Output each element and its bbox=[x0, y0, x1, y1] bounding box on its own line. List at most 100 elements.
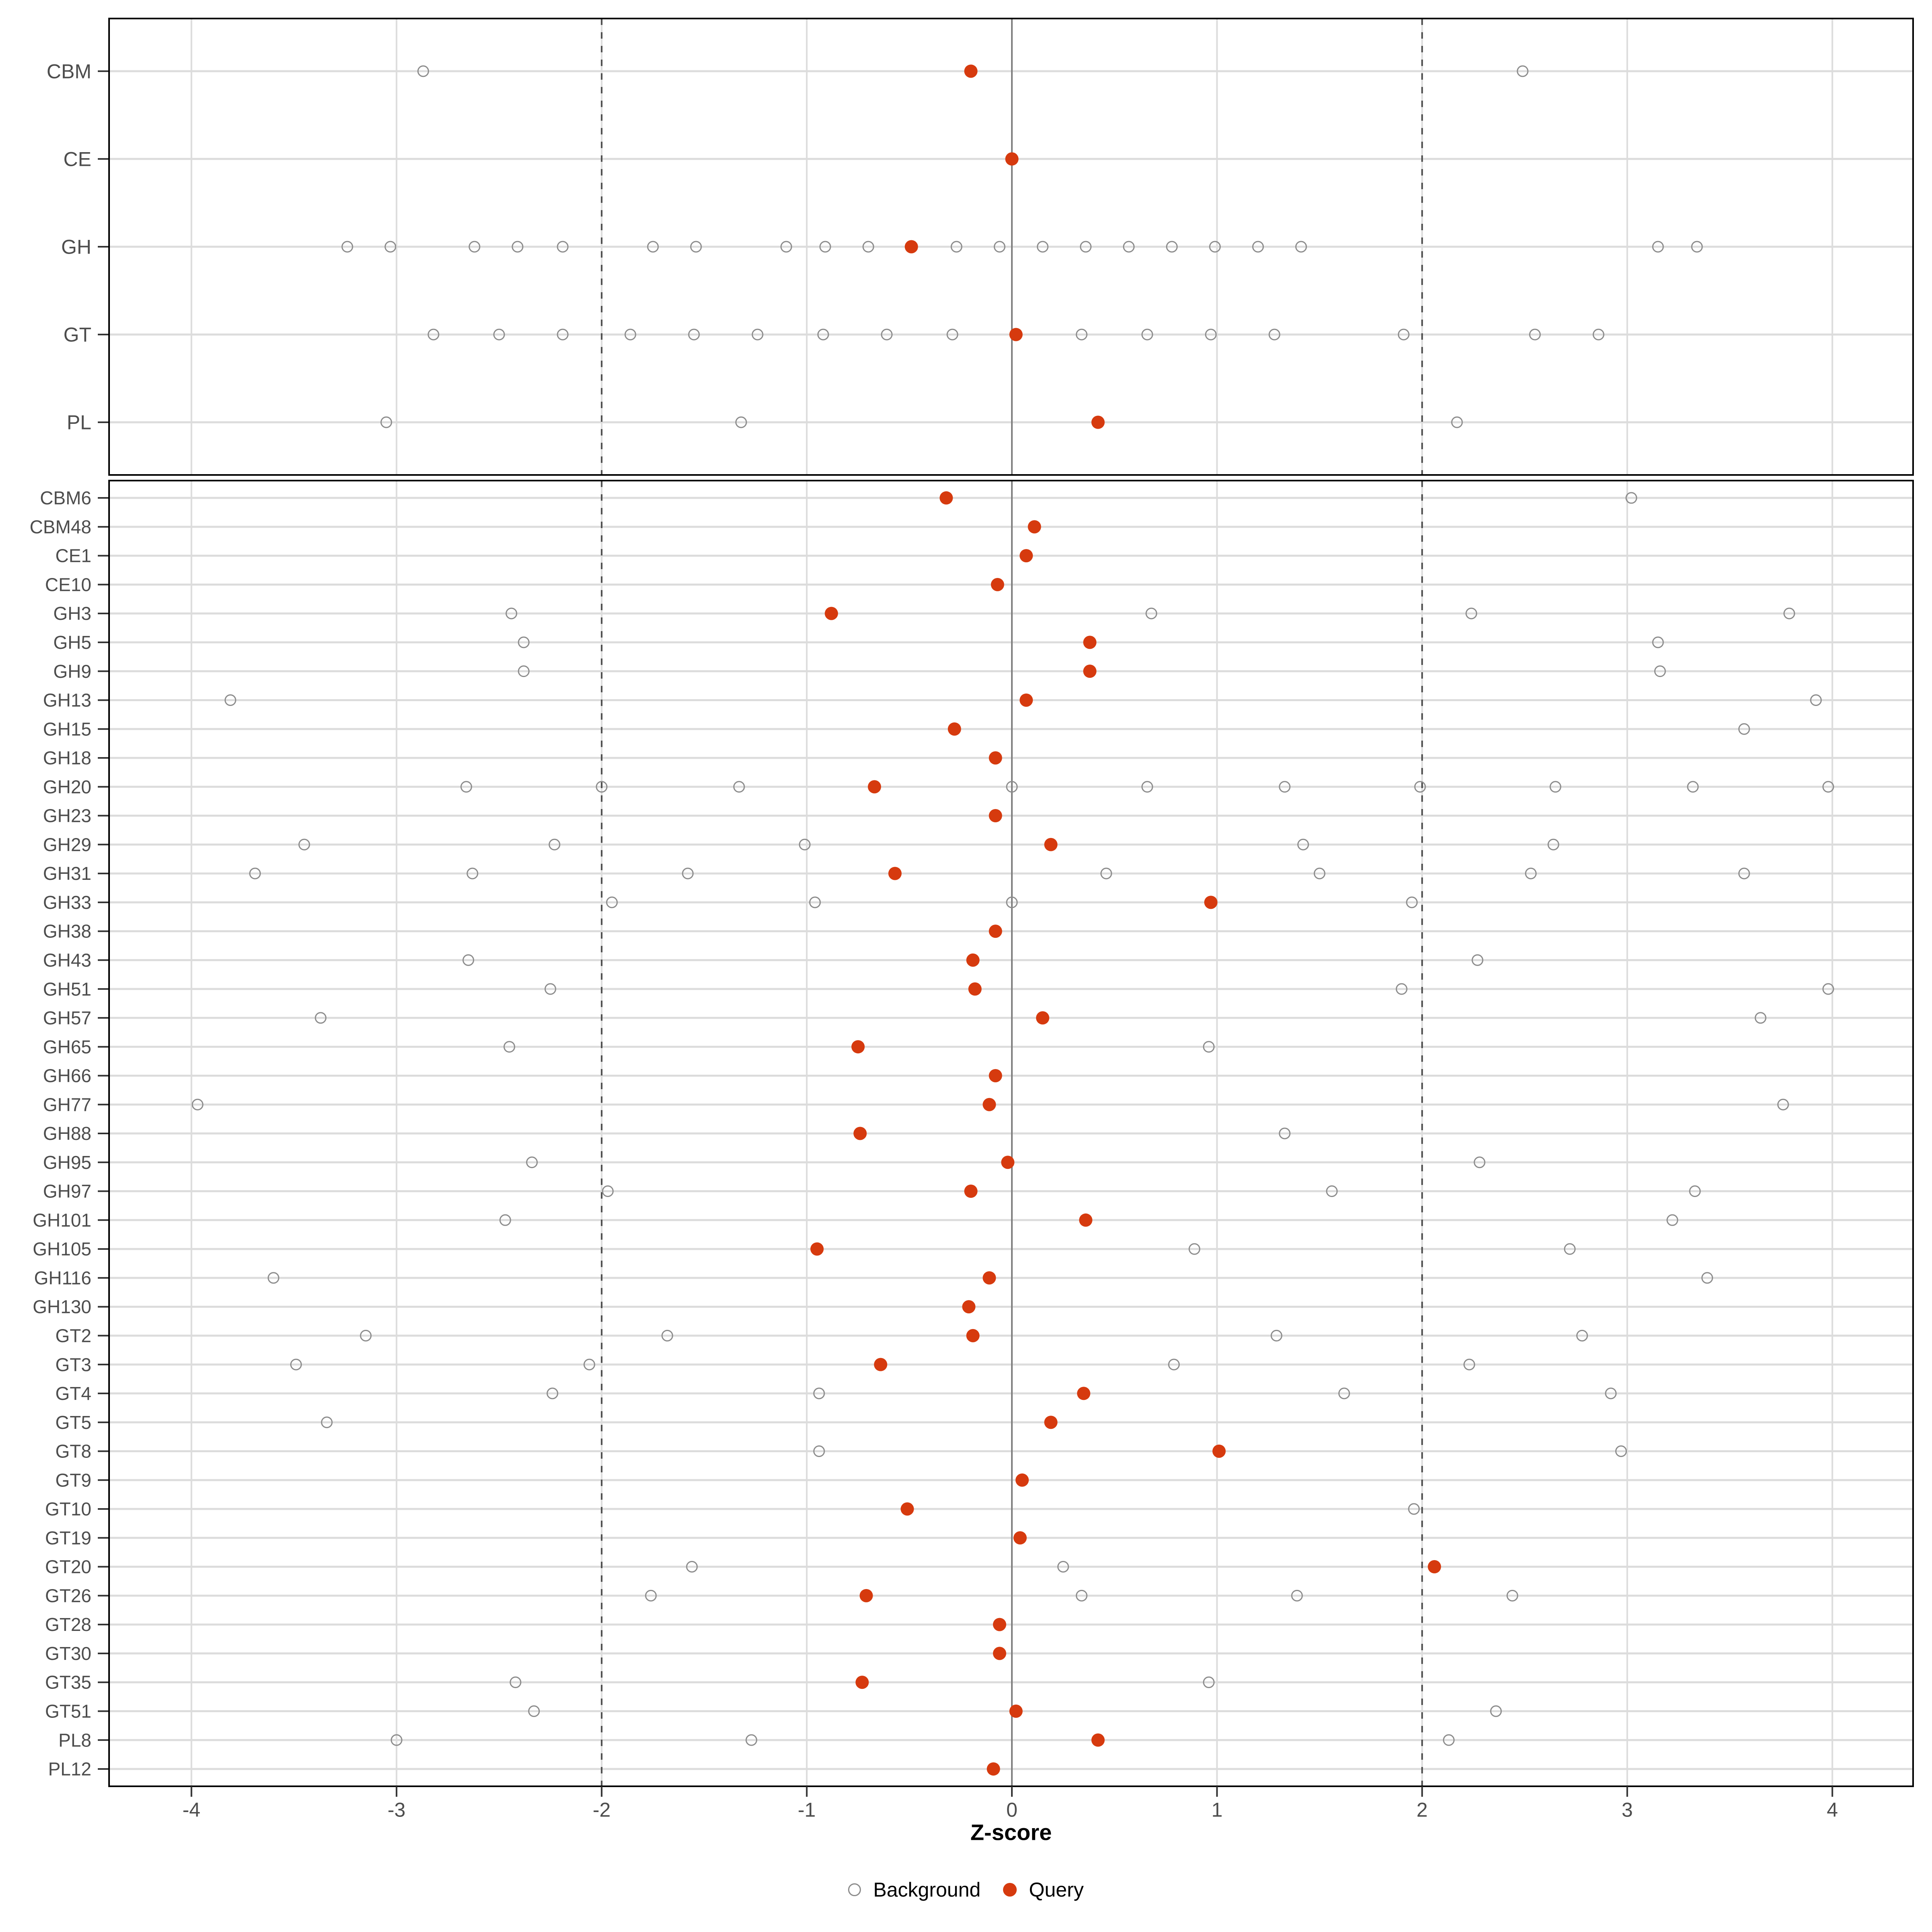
background-point bbox=[549, 838, 561, 850]
background-point bbox=[817, 328, 829, 341]
background-point bbox=[1291, 1589, 1303, 1602]
background-point bbox=[682, 867, 694, 879]
background-point bbox=[1783, 607, 1795, 619]
background-point bbox=[546, 1387, 558, 1399]
y-axis-label: CE10 bbox=[45, 574, 91, 595]
background-point bbox=[1529, 328, 1541, 341]
y-axis-label: GH51 bbox=[43, 978, 91, 999]
background-point bbox=[1506, 1589, 1518, 1602]
background-point bbox=[1203, 1676, 1215, 1688]
background-point bbox=[661, 1329, 673, 1342]
query-point bbox=[989, 925, 1002, 938]
background-point bbox=[1189, 1243, 1201, 1255]
background-point bbox=[315, 1012, 327, 1024]
query-point bbox=[966, 1329, 980, 1342]
query-point bbox=[1005, 152, 1019, 166]
y-axis-label: GT51 bbox=[45, 1701, 91, 1721]
query-point bbox=[853, 1127, 867, 1140]
background-point bbox=[1006, 781, 1018, 793]
bottom-panel: CBM6 CBM48 CE1 CE10 GH3 GH5 GH9 GH13 GH15 GH18 GH2… bbox=[30, 480, 1914, 1787]
background-point bbox=[1100, 867, 1112, 879]
background-point bbox=[512, 241, 524, 253]
query-point bbox=[964, 64, 978, 78]
y-axis-label: CE1 bbox=[56, 545, 91, 566]
background-point bbox=[1268, 328, 1280, 341]
query-point bbox=[1020, 549, 1033, 563]
background-point bbox=[596, 781, 608, 793]
background-point bbox=[1209, 241, 1221, 253]
y-axis-label: GH5 bbox=[53, 632, 91, 653]
background-point bbox=[321, 1416, 333, 1428]
query-point bbox=[993, 1618, 1006, 1631]
background-point bbox=[1822, 983, 1834, 995]
background-point bbox=[493, 328, 505, 341]
query-point bbox=[1079, 1213, 1092, 1227]
y-axis-label: GH57 bbox=[43, 1007, 91, 1028]
y-axis-label: GH33 bbox=[43, 892, 91, 913]
y-axis-label: GH31 bbox=[43, 863, 91, 884]
background-point bbox=[1036, 241, 1049, 253]
query-point bbox=[993, 1647, 1006, 1660]
query-point bbox=[991, 578, 1004, 591]
x-axis-title: Z-score bbox=[970, 1820, 1052, 1845]
background-point bbox=[1326, 1185, 1338, 1197]
background-point bbox=[624, 328, 636, 341]
background-point bbox=[686, 1561, 698, 1573]
y-axis-label: GH77 bbox=[43, 1094, 91, 1115]
query-point bbox=[966, 953, 980, 967]
query-point bbox=[989, 809, 1002, 823]
y-axis-label: GT19 bbox=[45, 1527, 91, 1548]
background-point bbox=[1592, 328, 1604, 341]
background-point bbox=[1525, 867, 1537, 879]
y-axis-label: CBM bbox=[47, 60, 91, 83]
background-point bbox=[1252, 241, 1264, 253]
background-point bbox=[647, 241, 659, 253]
y-axis-label: GH43 bbox=[43, 949, 91, 970]
y-axis-label: GH18 bbox=[43, 747, 91, 768]
background-point bbox=[528, 1705, 540, 1717]
x-tick-label: 1 bbox=[1212, 1799, 1223, 1821]
y-axis-label: GT20 bbox=[45, 1556, 91, 1577]
background-point bbox=[384, 241, 396, 253]
y-axis-label: PL8 bbox=[58, 1730, 91, 1750]
query-point bbox=[983, 1271, 996, 1285]
legend-item-background: Background bbox=[848, 1878, 980, 1901]
query-point bbox=[1044, 838, 1058, 851]
y-axis-label: GH29 bbox=[43, 834, 91, 855]
y-axis-label: GH130 bbox=[33, 1296, 91, 1317]
query-point bbox=[939, 491, 953, 505]
background-point bbox=[518, 665, 530, 677]
background-point bbox=[1701, 1272, 1713, 1284]
query-point bbox=[1204, 896, 1218, 909]
background-point bbox=[1738, 867, 1750, 879]
background-point bbox=[1414, 781, 1426, 793]
background-point bbox=[813, 1445, 825, 1457]
background-point bbox=[1451, 416, 1463, 428]
y-axis-label: GH116 bbox=[34, 1267, 91, 1288]
query-point bbox=[1044, 1416, 1058, 1429]
background-point bbox=[1564, 1243, 1576, 1255]
background-point bbox=[1777, 1098, 1789, 1110]
background-point bbox=[1146, 607, 1158, 619]
background-point bbox=[499, 1214, 511, 1226]
query-point bbox=[888, 867, 902, 880]
background-point bbox=[950, 241, 962, 253]
y-axis-label: GT30 bbox=[45, 1643, 91, 1664]
background-point bbox=[469, 241, 481, 253]
query-point bbox=[904, 240, 918, 254]
x-tick-label: -4 bbox=[182, 1799, 200, 1821]
background-point bbox=[1547, 838, 1559, 850]
query-legend-icon bbox=[1003, 1883, 1017, 1897]
y-axis-label: GH88 bbox=[43, 1123, 91, 1144]
y-axis-label: GH15 bbox=[43, 718, 91, 739]
background-point bbox=[745, 1734, 758, 1746]
query-point bbox=[1001, 1156, 1015, 1169]
query-point bbox=[868, 780, 881, 794]
x-tick-label: 2 bbox=[1416, 1799, 1428, 1821]
background-point bbox=[1295, 241, 1307, 253]
y-axis-label: GH105 bbox=[33, 1238, 91, 1259]
background-point bbox=[809, 896, 821, 908]
background-point bbox=[1408, 1503, 1420, 1515]
y-axis-label: GH101 bbox=[33, 1210, 91, 1230]
